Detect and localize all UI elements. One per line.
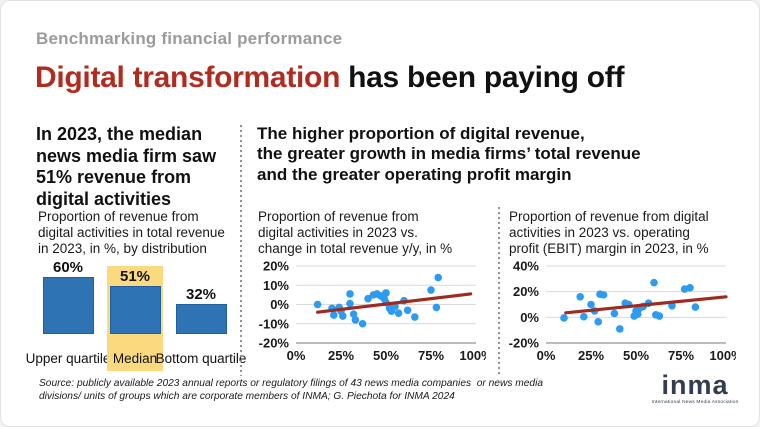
scatter-point (330, 311, 338, 319)
scatter-point (599, 291, 608, 299)
bar-category-label: Median (112, 351, 158, 366)
divider-left (240, 125, 242, 376)
bar-category-label: Upper quartile (25, 351, 111, 366)
scatter-point (580, 312, 588, 321)
scatter-chart-ebit-margin: 40%20%0%-20%0%25%50%75%100% (501, 259, 743, 366)
scatter-point (686, 284, 694, 292)
bar (175, 303, 227, 334)
x-tick-label: 50% (373, 348, 399, 363)
x-tick-label: 25% (578, 348, 604, 363)
scatter-point (616, 325, 624, 333)
page-title: Digital transformation has been paying o… (35, 61, 624, 95)
y-tick-label: -10% (259, 316, 290, 331)
scatter-point (594, 318, 602, 326)
x-tick-label: 0% (537, 348, 556, 363)
bar-group: 32% Bottom quartile (156, 258, 247, 371)
right-panel-heading: The higher proportion of digital revenue… (257, 124, 641, 184)
scatter-svg: 20%10%0%-10%-20%0%25%50%75%100% (259, 259, 493, 364)
y-tick-label: 0% (520, 310, 539, 325)
scatter-point (382, 289, 390, 297)
scatter-point (346, 299, 354, 308)
scatter-point (610, 309, 619, 318)
scatter-point (427, 286, 435, 294)
page-title-accent: Digital transformation (35, 61, 341, 94)
scatter-point (576, 293, 584, 301)
source-note: Source: publicly available 2023 annual r… (39, 378, 543, 403)
kicker: Benchmarking financial performance (36, 29, 343, 48)
inma-wordmark: inma (661, 370, 729, 400)
bar-chart-title: Proportion of revenue from digital activ… (38, 209, 225, 256)
scatter-point (313, 300, 322, 309)
inma-logo: inma International News Media Associatio… (645, 370, 745, 406)
right-chart-title: Proportion of revenue from digital activ… (509, 209, 709, 256)
y-tick-label: -20% (259, 336, 290, 351)
x-tick-label: 0% (287, 348, 306, 363)
y-tick-label: 0% (270, 297, 289, 312)
middle-chart-title: Proportion of revenue from digital activ… (258, 209, 453, 256)
scatter-point (351, 316, 360, 324)
x-tick-label: 100% (709, 348, 736, 363)
y-tick-label: -20% (509, 336, 540, 351)
scatter-point (560, 314, 568, 322)
x-tick-label: 75% (668, 348, 694, 363)
x-tick-label: 50% (623, 348, 649, 363)
scatter-point (432, 303, 441, 312)
bar (109, 285, 161, 334)
x-tick-label: 100% (459, 348, 486, 363)
scatter-point (394, 309, 403, 317)
y-tick-label: 20% (263, 260, 289, 274)
bar-group: 60% Upper quartile (26, 258, 111, 371)
left-panel-heading: In 2023, the median news media firm saw … (36, 124, 217, 209)
scatter-point (411, 313, 419, 321)
scatter-point (339, 312, 347, 320)
bar-value-label: 51% (119, 267, 151, 285)
scatter-point (587, 300, 595, 309)
bar (42, 277, 94, 334)
bar-value-label: 60% (52, 259, 84, 276)
scatter-point (349, 310, 358, 318)
scatter-point (434, 273, 442, 282)
inma-tagline: International News Media Association (651, 400, 739, 405)
bar-chart: 60% Upper quartile 51% Median 32% Bottom quar… (26, 258, 247, 371)
y-tick-label: 40% (513, 260, 539, 274)
y-tick-label: 10% (263, 278, 289, 293)
x-tick-label: 75% (418, 348, 444, 363)
page-title-rest: has been paying off (340, 61, 625, 94)
bar-group: 51% Median (107, 258, 163, 371)
bar-value-label: 32% (185, 285, 217, 303)
scatter-point (403, 306, 412, 315)
scatter-point (655, 312, 664, 320)
scatter-point (634, 310, 642, 318)
bar-category-label: Bottom quartile (155, 351, 247, 366)
trend-line (315, 292, 473, 314)
scatter-point (364, 294, 372, 303)
divider-right (498, 207, 500, 376)
scatter-point (650, 278, 658, 287)
y-tick-label: 20% (513, 284, 539, 299)
scatter-point (691, 303, 700, 311)
trend-line (564, 295, 728, 315)
scatter-chart-revenue-growth: 20%10%0%-10%-20%0%25%50%75%100% (251, 259, 493, 366)
scatter-point (346, 290, 354, 298)
scatter-svg: 40%20%0%-20%0%25%50%75%100% (509, 259, 743, 364)
x-tick-label: 25% (328, 348, 354, 363)
scatter-point (358, 319, 367, 328)
